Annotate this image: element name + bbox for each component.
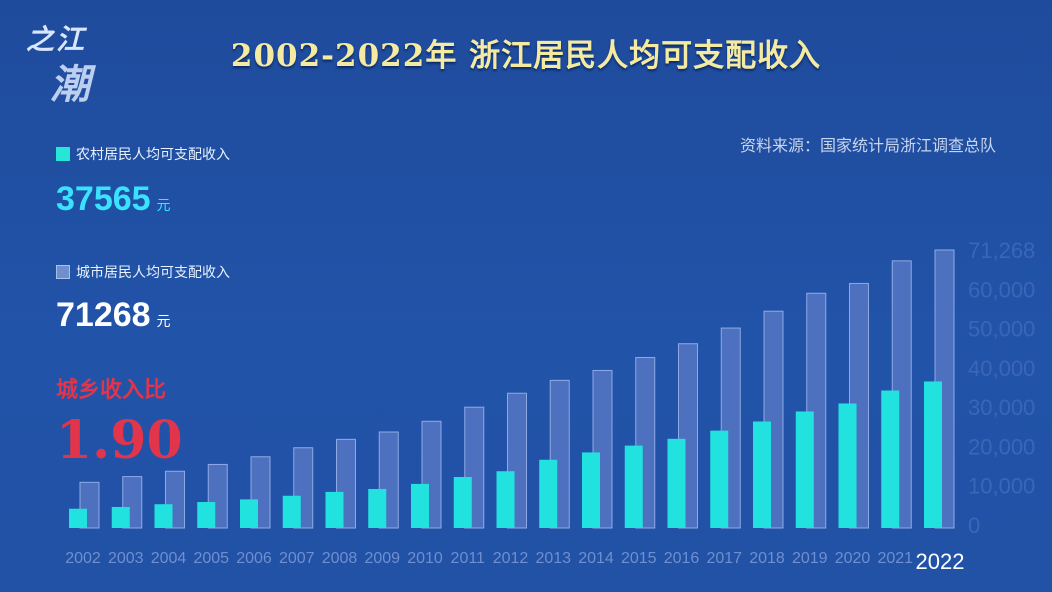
- chart-title: 2002-2022年 浙江居民人均可支配收入: [230, 38, 822, 74]
- x-tick-label: 2011: [451, 550, 486, 567]
- rural-bar: [69, 508, 87, 528]
- y-tick-label: 20,000: [968, 434, 1035, 459]
- y-tick-label: 30,000: [968, 395, 1035, 420]
- x-tick-label: 2009: [364, 550, 400, 567]
- legend-urban: 城市居民人均可支配收入: [56, 262, 230, 282]
- x-tick-label: 2022: [916, 549, 965, 574]
- rural-bar: [368, 488, 387, 528]
- logo-text: 之江: [26, 23, 87, 56]
- rural-value: 37565 元: [56, 180, 171, 219]
- rural-bar: [667, 438, 686, 528]
- ratio-value: 1.90: [56, 410, 183, 471]
- rural-bar: [838, 403, 857, 528]
- rural-bar: [411, 483, 429, 528]
- x-tick-label: 2021: [877, 550, 913, 567]
- x-tick-label: 2006: [236, 550, 272, 567]
- rural-bar: [197, 502, 216, 528]
- x-tick-label: 2008: [322, 550, 358, 567]
- x-tick-label: 2015: [621, 550, 657, 567]
- legend-swatch-rural: [56, 147, 70, 161]
- unit: 元: [156, 313, 171, 329]
- ratio-label: 城乡收入比: [56, 378, 167, 403]
- y-tick-label: 71,268: [968, 238, 1035, 263]
- rural-bar: [111, 506, 130, 528]
- rural-bar: [453, 477, 472, 528]
- rural-bar: [325, 491, 344, 528]
- x-tick-label: 2010: [407, 550, 443, 567]
- x-tick-label: 2005: [193, 550, 229, 567]
- y-tick-label: 0: [968, 513, 980, 538]
- x-tick-label: 2003: [108, 550, 144, 567]
- rural-bar: [240, 499, 258, 528]
- y-tick-label: 60,000: [968, 277, 1035, 302]
- rural-bar: [539, 459, 558, 528]
- urban-value-number: 71268: [56, 296, 151, 334]
- rural-bar: [582, 452, 600, 528]
- x-tick-label: 2020: [835, 550, 871, 567]
- unit: 元: [156, 197, 171, 213]
- x-tick-label: 2012: [493, 550, 529, 567]
- x-tick-label: 2016: [664, 550, 700, 567]
- x-tick-label: 2019: [792, 550, 828, 567]
- legend-label: 农村居民人均可支配收入: [76, 147, 230, 163]
- rural-bar: [795, 411, 814, 528]
- urban-value: 71268 元: [56, 296, 171, 335]
- source-note: 资料来源：国家统计局浙江调查总队: [739, 136, 996, 155]
- legend-swatch-urban: [56, 265, 70, 279]
- legend-label: 城市居民人均可支配收入: [76, 265, 230, 281]
- y-tick-label: 40,000: [968, 356, 1035, 381]
- x-tick-label: 2004: [151, 550, 187, 567]
- rural-bar: [753, 421, 771, 528]
- rural-bar: [624, 445, 643, 528]
- logo: 之江 潮: [22, 18, 112, 108]
- x-tick-label: 2002: [65, 550, 101, 567]
- logo-text: 潮: [50, 61, 90, 108]
- rural-value-number: 37565: [56, 180, 151, 218]
- rural-bar: [881, 390, 900, 528]
- y-tick-label: 10,000: [968, 474, 1035, 499]
- y-tick-label: 50,000: [968, 317, 1035, 342]
- x-tick-label: 2007: [279, 550, 315, 567]
- x-tick-label: 2017: [706, 550, 742, 567]
- x-tick-label: 2018: [749, 550, 785, 567]
- rural-bar: [710, 430, 729, 528]
- rural-bar: [282, 495, 301, 528]
- rural-bar: [154, 504, 173, 528]
- x-tick-label: 2014: [578, 550, 614, 567]
- rural-bar: [496, 471, 515, 528]
- x-tick-label: 2013: [535, 550, 571, 567]
- rural-bar: [924, 381, 942, 528]
- legend-rural: 农村居民人均可支配收入: [56, 144, 230, 164]
